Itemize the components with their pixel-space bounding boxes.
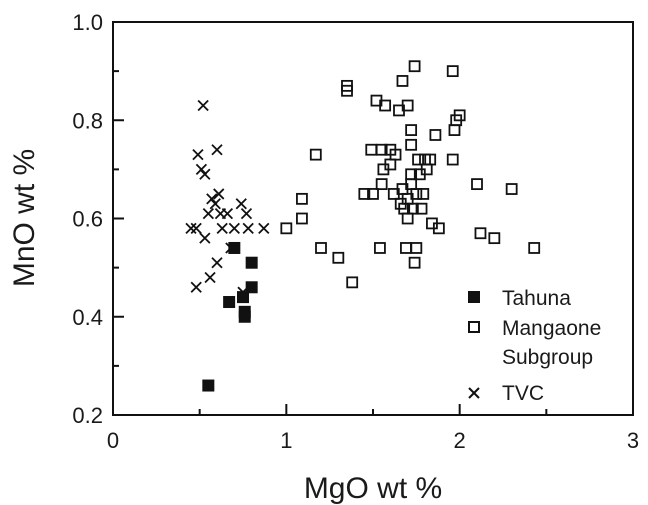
point-mangaone [374,242,386,254]
point-mangaone [405,138,418,151]
point-mangaone [315,242,327,254]
point-mangaone [375,143,388,156]
point-mangaone [446,153,459,166]
point-tvc [216,222,228,234]
point-mangaone [408,60,421,73]
legend-label-mangaone-line1: Mangaone [502,317,601,340]
point-tvc [211,144,223,156]
point-tvc [213,188,225,200]
point-mangaone [406,202,419,215]
point-mangaone [332,251,345,264]
point-tvc [204,271,216,284]
point-mangaone [528,242,541,254]
y-tick-label: 0.4 [72,305,103,330]
point-tvc [221,207,234,220]
point-mangaone [280,222,293,235]
point-mangaone [367,188,379,200]
point-mangaone [410,242,423,254]
point-mangaone [408,256,421,269]
point-tvc [206,193,218,205]
point-mangaone [341,84,353,97]
point-mangaone [424,153,437,166]
point-tvc [190,222,202,234]
point-mangaone [432,222,445,235]
point-tvc [195,163,208,176]
point-mangaone [309,148,322,161]
data-points [185,60,541,392]
legend-marker-mangaone [468,321,480,333]
x-tick-label: 1 [280,428,292,453]
legend-label-mangaone-line2: Subgroup [502,346,593,369]
point-mangaone [400,242,412,254]
point-mangaone [446,65,459,78]
point-mangaone [412,153,424,166]
legend-marker-tahuna [468,291,480,303]
point-mangaone [389,148,402,161]
legend-marker-tvc [468,387,480,399]
x-tick-label: 2 [454,428,466,453]
point-mangaone [417,188,430,200]
x-tick-label: 3 [627,428,639,453]
point-tvc [237,286,249,298]
legend: Tahuna Mangaone Subgroup TVC [468,287,607,405]
point-mangaone [429,129,442,141]
point-mangaone [474,227,487,240]
point-tvc [240,207,253,220]
point-mangaone [505,183,518,195]
y-tick-label: 0.2 [72,403,103,428]
point-mangaone [358,188,371,200]
x-tick-label: 0 [107,428,119,453]
x-axis-title: MgO wt % [304,472,442,505]
point-tvc [199,232,211,244]
point-tvc [235,198,247,210]
point-mangaone [346,276,359,289]
point-tahuna [223,296,236,309]
point-tvc [185,222,197,234]
point-mangaone [296,192,308,205]
point-mangaone [379,99,392,112]
point-mangaone [453,109,466,122]
point-mangaone [415,202,428,215]
legend-label-tvc: TVC [502,382,544,405]
point-tahuna [238,310,251,323]
point-tahuna [202,379,215,392]
point-tvc [199,168,211,180]
point-tahuna [245,256,258,269]
point-tvc [258,222,270,234]
point-mangaone [448,124,461,136]
tick-labels: 0 1 2 3 0.2 0.4 0.6 0.8 1.0 [72,10,639,453]
axis-ticks [112,21,634,416]
point-mangaone [471,178,483,191]
point-mangaone [296,212,308,225]
y-tick-label: 0.8 [72,108,103,133]
legend-label-mangaone: Mangaone Subgroup [502,317,607,369]
point-tvc [209,198,221,210]
point-tahuna [228,241,241,254]
legend-label-tahuna: Tahuna [502,287,571,310]
point-mangaone [410,188,423,200]
point-tvc [242,222,254,234]
point-tvc [192,149,204,161]
y-tick-label: 1.0 [72,10,103,35]
point-tvc [202,207,214,220]
point-mangaone [401,99,414,112]
point-tvc [190,281,202,293]
point-tvc [197,99,209,112]
point-mangaone [365,143,378,156]
point-mangaone [375,178,388,191]
point-mangaone [401,212,414,225]
point-tvc [211,257,223,269]
y-tick-label: 0.6 [72,207,103,232]
point-mangaone [405,124,418,136]
point-tvc [228,222,240,234]
point-tvc [225,242,237,254]
y-axis-title: MnO wt % [8,149,41,287]
point-mangaone [396,75,409,87]
point-tahuna [245,281,258,294]
point-mangaone [488,232,501,245]
